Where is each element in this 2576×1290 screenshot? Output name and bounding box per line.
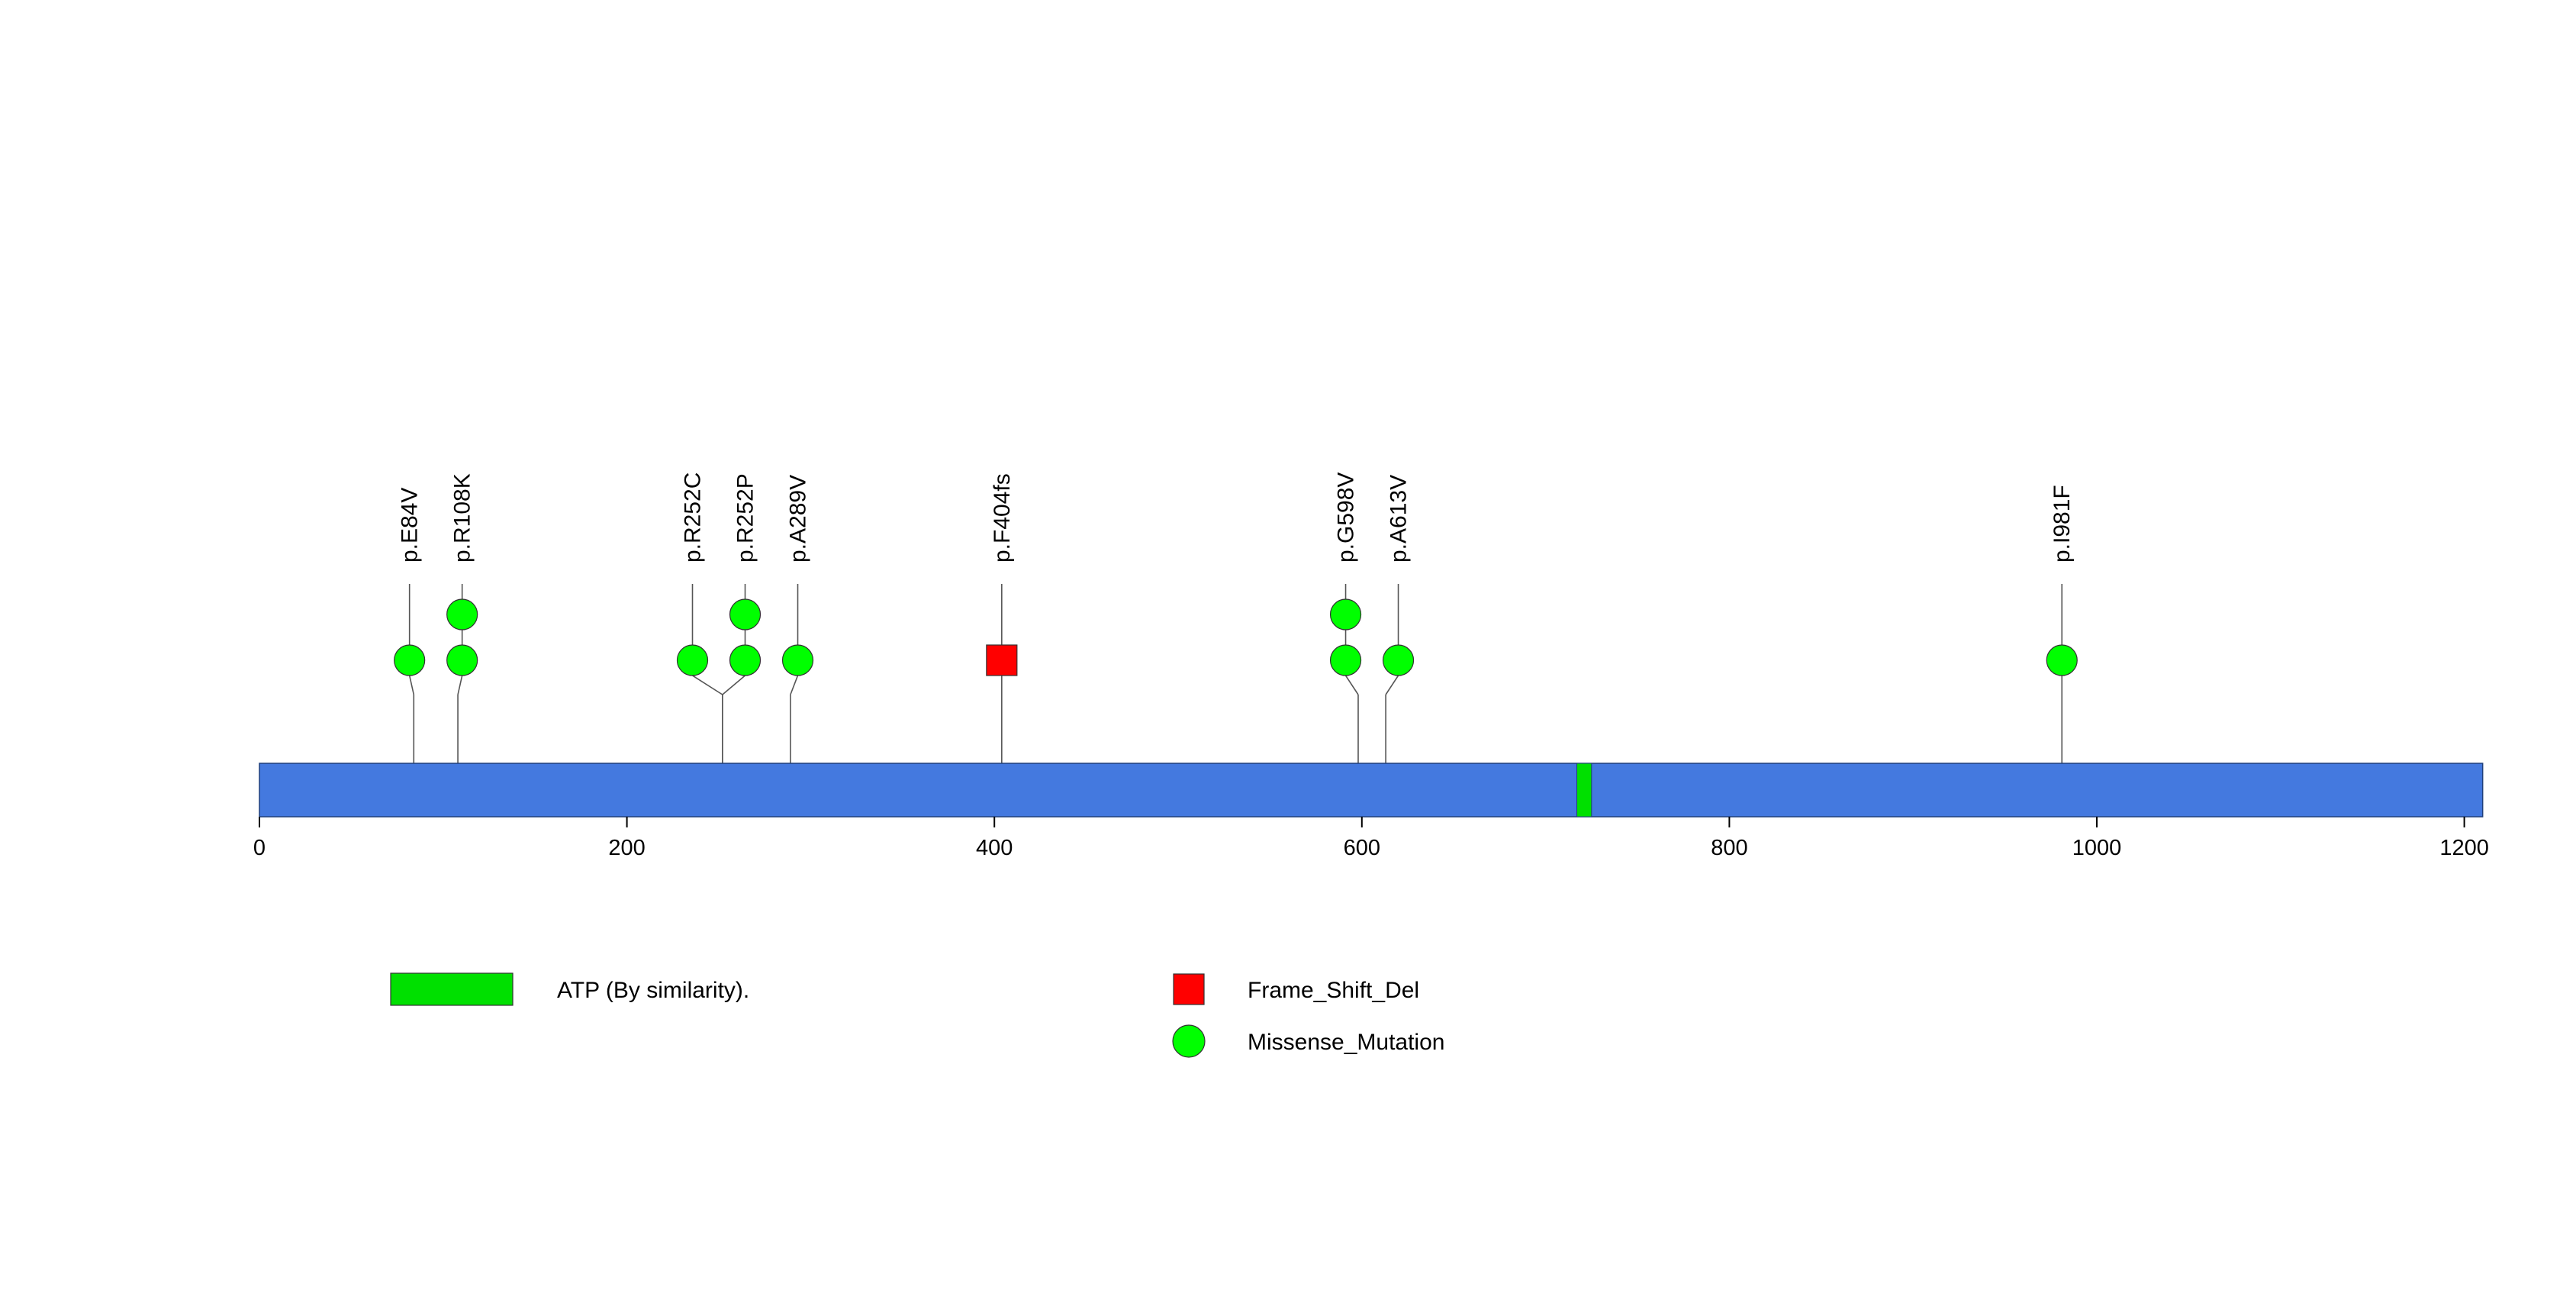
mutation-label: p.R252C xyxy=(681,472,706,563)
mutation-label: p.F404fs xyxy=(990,473,1015,563)
legend-missense-swatch xyxy=(1172,1024,1206,1058)
connector-line xyxy=(1385,675,1399,695)
missense-marker xyxy=(781,644,814,676)
protein-backbone-layer xyxy=(259,763,2484,818)
connector-line xyxy=(692,675,723,695)
connector-line xyxy=(790,675,799,695)
axis-tick-label: 0 xyxy=(253,836,266,860)
legend: ATP (By similarity). Frame_Shift_Del Misse… xyxy=(390,972,1444,1058)
frameshift-marker xyxy=(986,644,1018,676)
mutation-label: p.R252P xyxy=(733,473,758,563)
missense-marker xyxy=(676,644,709,676)
mutation-label: p.E84V xyxy=(398,488,423,563)
missense-marker xyxy=(1329,644,1362,676)
protein-backbone xyxy=(259,763,2484,818)
legend-domain-swatch xyxy=(390,972,514,1006)
connector-line xyxy=(722,675,746,695)
axis-tick-label: 200 xyxy=(608,836,645,860)
axis-tick-label: 1200 xyxy=(2439,836,2489,860)
missense-marker xyxy=(446,644,478,676)
axis-tick-label: 600 xyxy=(1344,836,1380,860)
mutation-markers xyxy=(394,598,2078,676)
missense-marker xyxy=(729,598,762,630)
missense-marker xyxy=(1329,598,1362,630)
axis-tick-label: 400 xyxy=(976,836,1013,860)
domain-atp xyxy=(1576,763,1592,818)
missense-marker xyxy=(2046,644,2078,676)
mutation-label: p.A289V xyxy=(786,475,811,563)
axis-tick-label: 800 xyxy=(1711,836,1747,860)
connector-line xyxy=(1344,675,1359,695)
x-axis: 0 200 400 600 800 1000 1200 xyxy=(253,817,2489,860)
mutation-label: p.R108K xyxy=(450,473,475,563)
missense-marker xyxy=(394,644,426,676)
legend-mutation-type-label: Frame_Shift_Del xyxy=(1248,978,1419,1003)
mutation-label: p.G598V xyxy=(1334,472,1359,563)
mutation-label: p.A613V xyxy=(1386,475,1412,563)
missense-marker xyxy=(446,598,478,630)
legend-domain-label: ATP (By similarity). xyxy=(557,978,749,1003)
legend-frameshift-swatch xyxy=(1173,973,1205,1005)
connector-line xyxy=(457,675,463,695)
mutation-labels: p.E84V p.R108K p.R252C p.R252P p.A289V p.F404… xyxy=(398,472,2075,563)
legend-mutation-type-label: Missense_Mutation xyxy=(1248,1030,1444,1055)
missense-marker xyxy=(1382,644,1415,676)
axis-tick-label: 1000 xyxy=(2072,836,2122,860)
mutation-label: p.I981F xyxy=(2050,485,2075,563)
missense-marker xyxy=(729,644,762,676)
connector-line xyxy=(408,675,415,695)
